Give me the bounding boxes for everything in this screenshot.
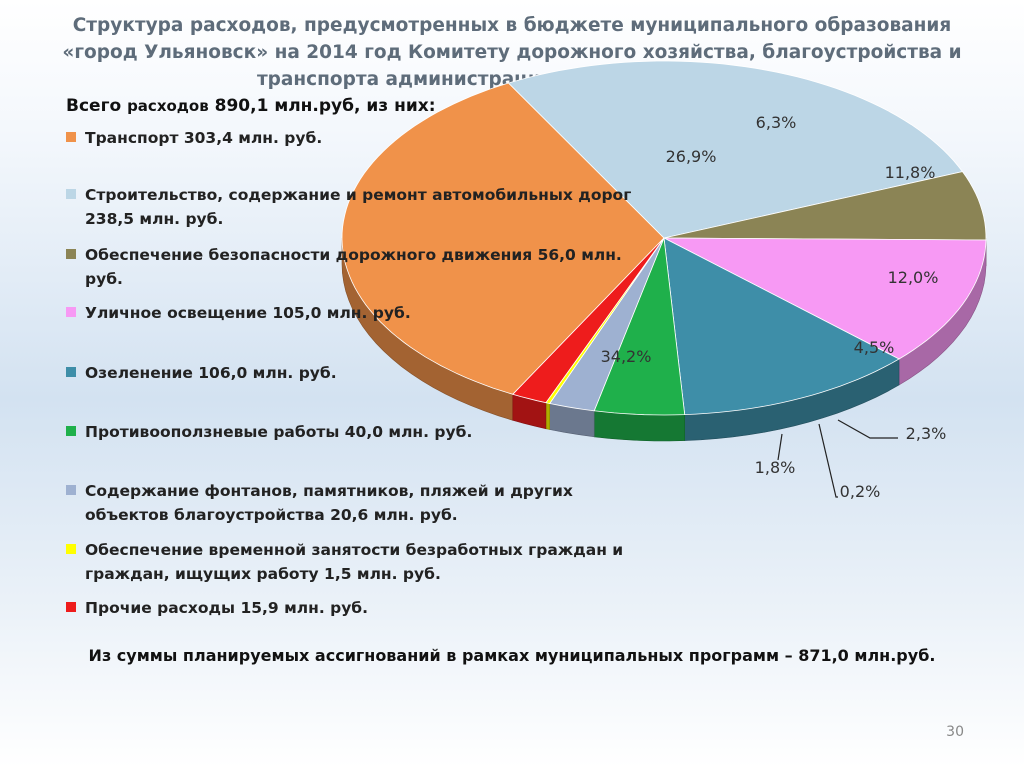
legend-item-road-safety: Обеспечение безопасности дорожного движе… — [66, 243, 645, 291]
pie-slice-2 — [663, 171, 987, 241]
legend-swatch — [66, 544, 76, 554]
legend-label: Противооползневые работы 40,0 млн. руб. — [85, 423, 473, 441]
legend-swatch — [66, 426, 76, 436]
pie-slice-0 — [341, 82, 665, 395]
pie-slice-5 — [593, 237, 686, 416]
legend-item-landscaping: Озеленение 106,0 млн. руб. — [66, 361, 645, 385]
pie-label-2: 6,3% — [756, 113, 797, 132]
pie-tops — [341, 60, 987, 416]
legend-label: Строительство, содержание и ремонт автом… — [85, 186, 632, 228]
legend-swatch — [66, 249, 76, 259]
footer-note: Из суммы планируемых ассигнований в рамк… — [88, 646, 936, 665]
legend-item-roads: Строительство, содержание и ремонт автом… — [66, 183, 645, 231]
total-line: Всего расходов 890,1 млн.руб, из них: — [66, 96, 436, 116]
legend-item-fountains: Содержание фонтанов, памятников, пляжей … — [66, 479, 645, 527]
pie-label-6: 2,3% — [906, 424, 947, 443]
leader-line-7 — [818, 423, 838, 498]
pie-slice-1 — [507, 60, 964, 239]
legend-label: Транспорт 303,4 млн. руб. — [85, 129, 323, 147]
pie-label-1: 26,9% — [666, 147, 717, 166]
legend-swatch — [66, 189, 76, 199]
pie-labels: 34,2% 26,9% 6,3% 11,8% 12,0% 4,5% 2,3% 0,2% 1,8% — [601, 113, 947, 501]
leader-line-8 — [777, 433, 783, 461]
legend-item-anti-landslide: Противооползневые работы 40,0 млн. руб. — [66, 420, 645, 444]
legend-label: Содержание фонтанов, памятников, пляжей … — [85, 482, 573, 524]
legend-swatch — [66, 602, 76, 612]
legend-label: Обеспечение безопасности дорожного движе… — [85, 246, 622, 288]
pie-sides — [341, 237, 987, 442]
pie-label-4: 12,0% — [888, 268, 939, 287]
legend-label: Прочие расходы 15,9 млн. руб. — [85, 599, 369, 617]
total-prefix: Всего — [66, 96, 122, 116]
legend-item-street-lighting: Уличное освещение 105,0 млн. руб. — [66, 301, 645, 325]
pie-label-3: 11,8% — [885, 163, 936, 182]
pie-label-8: 1,8% — [755, 458, 796, 477]
pie-label-7: 0,2% — [840, 482, 881, 501]
legend-item-other-expenses: Прочие расходы 15,9 млн. руб. — [66, 596, 645, 620]
pie-slice-3 — [663, 237, 987, 360]
total-amount: 890,1 млн.руб, из них: — [214, 96, 436, 116]
legend-item-transport: Транспорт 303,4 млн. руб. — [66, 126, 645, 150]
legend-swatch — [66, 485, 76, 495]
pie-slice-8 — [512, 237, 665, 404]
legend-label: Озеленение 106,0 млн. руб. — [85, 364, 337, 382]
leader-line-6 — [837, 419, 898, 439]
legend-label: Уличное освещение 105,0 млн. руб. — [85, 304, 411, 322]
total-word: расходов — [127, 97, 209, 115]
pie-label-0: 34,2% — [601, 347, 652, 366]
legend-swatch — [66, 367, 76, 377]
pie-label-5: 4,5% — [854, 338, 895, 357]
legend-label: Обеспечение временной занятости безработ… — [85, 541, 624, 583]
pie-slice-6 — [549, 237, 665, 412]
pie-slice-4 — [663, 237, 900, 416]
page-number: 30 — [946, 724, 964, 740]
legend-swatch — [66, 132, 76, 142]
legend-swatch — [66, 307, 76, 317]
legend-item-temporary-employment: Обеспечение временной занятости безработ… — [66, 538, 645, 586]
